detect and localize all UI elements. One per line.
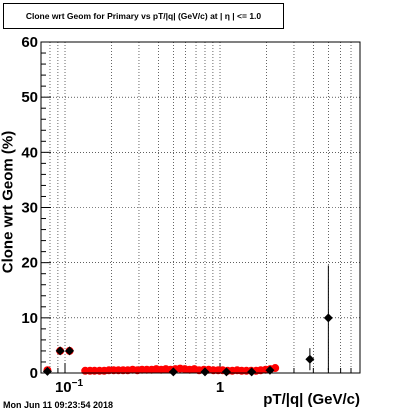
timestamp: Mon Jun 11 09:23:54 2018: [3, 400, 114, 410]
y-tick-label: 30: [21, 200, 38, 217]
y-axis-label-wrap: Clone wrt Geom (%): [0, 131, 17, 274]
data-point-diamond: [55, 346, 65, 356]
data-point-diamond: [65, 346, 75, 356]
x-tick-label: 10−1: [55, 378, 84, 396]
data-point-diamond: [265, 365, 275, 375]
y-tick-label: 0: [30, 365, 38, 382]
y-tick-label: 20: [21, 255, 38, 272]
y-tick-label: 50: [21, 89, 38, 106]
data-point-diamond: [323, 313, 333, 323]
data-points: [42, 313, 333, 377]
data-point-diamond: [42, 366, 52, 376]
y-tick-labels: 0 10 20 30 40 50 60: [21, 34, 38, 382]
x-tick-labels: 10−1 1: [55, 378, 224, 396]
plot-frame: [40, 41, 361, 374]
x-tick-label-exponent: −1: [72, 378, 84, 389]
x-axis-label: pT/|q| (GeV/c): [263, 391, 360, 408]
data-point-diamond: [305, 354, 315, 364]
y-axis-label: Clone wrt Geom (%): [0, 130, 17, 274]
chart-title: Clone wrt Geom for Primary vs pT/|q| (Ge…: [3, 3, 284, 29]
grid-lines: [40, 42, 361, 373]
x-tick-label: 1: [216, 379, 224, 396]
data-point-diamond: [200, 367, 210, 377]
data-point-diamond: [247, 367, 257, 377]
data-point-diamond: [168, 367, 178, 377]
y-tick-label: 10: [21, 310, 38, 327]
data-point-diamond: [221, 367, 231, 377]
y-tick-label: 40: [21, 144, 38, 161]
y-tick-label: 60: [21, 34, 38, 51]
